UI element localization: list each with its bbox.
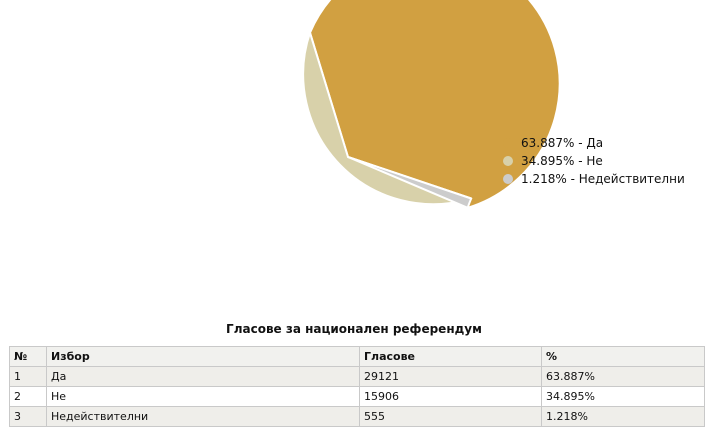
row-percent: 34.895% [541, 386, 705, 407]
row-percent: 63.887% [541, 366, 705, 387]
table-row: 3 Недействителни 555 1.218% [9, 406, 705, 427]
header-choice: Избор [46, 346, 360, 367]
results-table: № Избор Гласове % 1 Да 29121 63.887% 2 Н… [9, 346, 705, 427]
pie-slice-invalid [347, 156, 473, 209]
row-votes: 555 [359, 406, 542, 427]
row-choice: Не [46, 386, 360, 407]
row-votes: 29121 [359, 366, 542, 387]
row-percent: 1.218% [541, 406, 705, 427]
legend-swatch-yes [503, 138, 513, 148]
row-number: 1 [9, 366, 47, 387]
pie-chart [302, 0, 561, 209]
pie-slice-yes [308, 0, 561, 209]
row-choice: Да [46, 366, 360, 387]
legend-label-no: 34.895% - Не [521, 154, 603, 168]
chart-legend: 63.887% - Да 34.895% - Не 1.218% - Недей… [503, 134, 685, 188]
legend-swatch-no [503, 156, 513, 166]
table-header-row: № Избор Гласове % [9, 346, 705, 367]
legend-item-yes: 63.887% - Да [503, 134, 685, 152]
table-title: Гласове за национален референдум [226, 322, 482, 336]
table-row: 1 Да 29121 63.887% [9, 366, 705, 387]
row-votes: 15906 [359, 386, 542, 407]
header-votes: Гласове [359, 346, 542, 367]
legend-item-no: 34.895% - Не [503, 152, 685, 170]
header-percent: % [541, 346, 705, 367]
legend-label-yes: 63.887% - Да [521, 136, 604, 150]
row-number: 3 [9, 406, 47, 427]
row-number: 2 [9, 386, 47, 407]
pie-slice-no [302, 31, 473, 206]
header-number: № [9, 346, 47, 367]
legend-item-invalid: 1.218% - Недействителни [503, 170, 685, 188]
row-choice: Недействителни [46, 406, 360, 427]
legend-label-invalid: 1.218% - Недействителни [521, 172, 685, 186]
legend-swatch-invalid [503, 174, 513, 184]
table-row: 2 Не 15906 34.895% [9, 386, 705, 407]
